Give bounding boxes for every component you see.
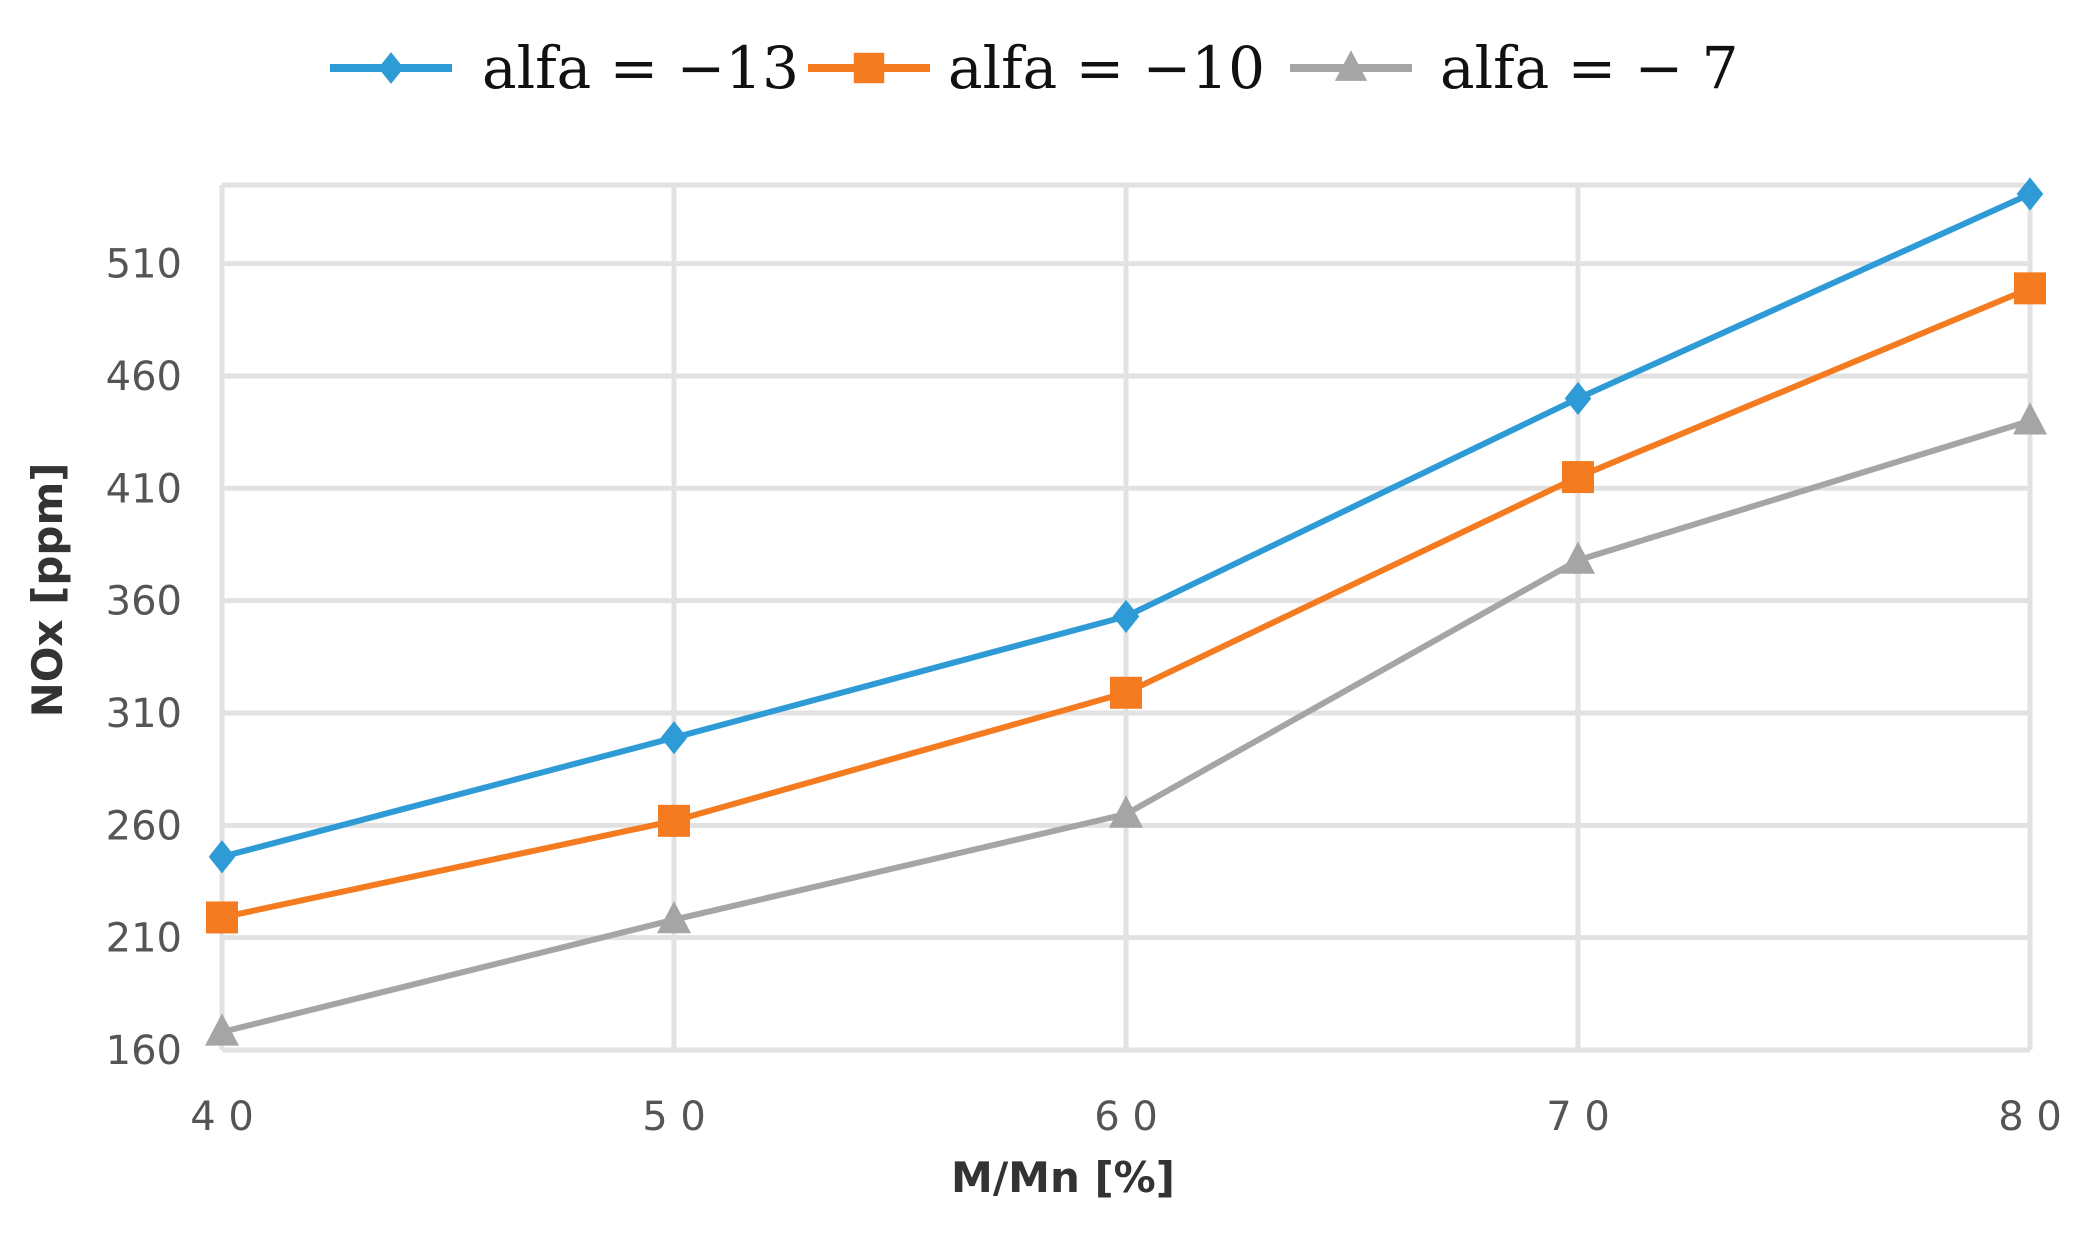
y-tick-label: 410 [106, 466, 182, 512]
data-point-triangle [1561, 541, 1595, 574]
legend-item: alfa = −13 [330, 34, 799, 102]
data-point-diamond [2016, 177, 2044, 211]
y-tick-label: 360 [106, 579, 182, 625]
series-group [205, 177, 2047, 1046]
y-tick-label: 210 [106, 916, 182, 962]
y-tick-label: 510 [106, 242, 182, 288]
data-point-square [206, 901, 238, 934]
data-point-triangle [205, 1013, 239, 1046]
y-tick-label: 160 [106, 1028, 182, 1074]
data-point-square [658, 804, 690, 837]
y-axis-title: NOx [ppm] [23, 463, 72, 718]
data-point-diamond [1564, 381, 1592, 416]
series-diamond [208, 177, 2044, 874]
y-tick-label: 460 [106, 354, 182, 400]
data-point-square [1110, 676, 1142, 709]
x-tick-label: 8 0 [1998, 1094, 2062, 1140]
x-axis-title: M/Mn [%] [951, 1153, 1175, 1202]
data-point-diamond [1112, 599, 1140, 633]
data-point-square [1562, 461, 1594, 494]
y-axis-ticks: 160 210 260 310 360 410 460 510 [106, 242, 182, 1074]
legend-label: alfa = −10 [948, 34, 1265, 102]
x-axis-ticks: 4 0 5 0 6 0 7 0 8 0 [190, 1094, 2062, 1140]
legend-label: alfa = −13 [482, 34, 799, 102]
data-point-triangle [657, 900, 691, 934]
legend-item: alfa = −10 [808, 34, 1265, 102]
data-point-diamond [208, 840, 236, 874]
data-point-diamond [660, 721, 688, 755]
x-tick-label: 5 0 [642, 1094, 706, 1140]
data-point-triangle [1334, 50, 1368, 81]
data-point-square [853, 52, 885, 84]
x-tick-label: 7 0 [1546, 1094, 1610, 1140]
data-point-triangle [2013, 402, 2047, 435]
legend: alfa = −13 alfa = −10 alfa = − 7 [330, 34, 1739, 102]
legend-item: alfa = − 7 [1290, 34, 1739, 102]
series-triangle [205, 402, 2047, 1046]
series-square [206, 272, 2046, 934]
data-point-square [2014, 272, 2046, 305]
y-tick-label: 260 [106, 803, 182, 849]
data-point-triangle [1109, 795, 1143, 828]
data-point-diamond [378, 52, 404, 84]
x-tick-label: 6 0 [1094, 1094, 1158, 1140]
y-tick-label: 310 [106, 691, 182, 737]
x-tick-label: 4 0 [190, 1094, 254, 1140]
legend-label: alfa = − 7 [1440, 34, 1739, 102]
